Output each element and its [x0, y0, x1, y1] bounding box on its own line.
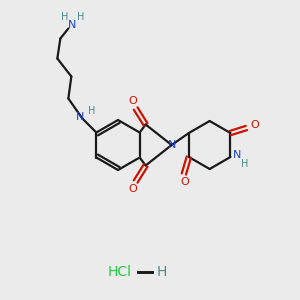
Text: O: O	[128, 184, 137, 194]
Text: H: H	[88, 106, 95, 116]
Text: N: N	[76, 112, 85, 122]
Text: H: H	[241, 159, 248, 169]
Text: H: H	[157, 265, 167, 279]
Text: H: H	[61, 11, 68, 22]
Text: N: N	[233, 150, 242, 160]
Text: H: H	[77, 13, 84, 22]
Text: O: O	[181, 177, 189, 187]
Text: N: N	[167, 140, 176, 150]
Text: O: O	[128, 95, 137, 106]
Text: O: O	[250, 120, 259, 130]
Text: HCl: HCl	[108, 265, 132, 279]
Text: N: N	[68, 20, 76, 29]
